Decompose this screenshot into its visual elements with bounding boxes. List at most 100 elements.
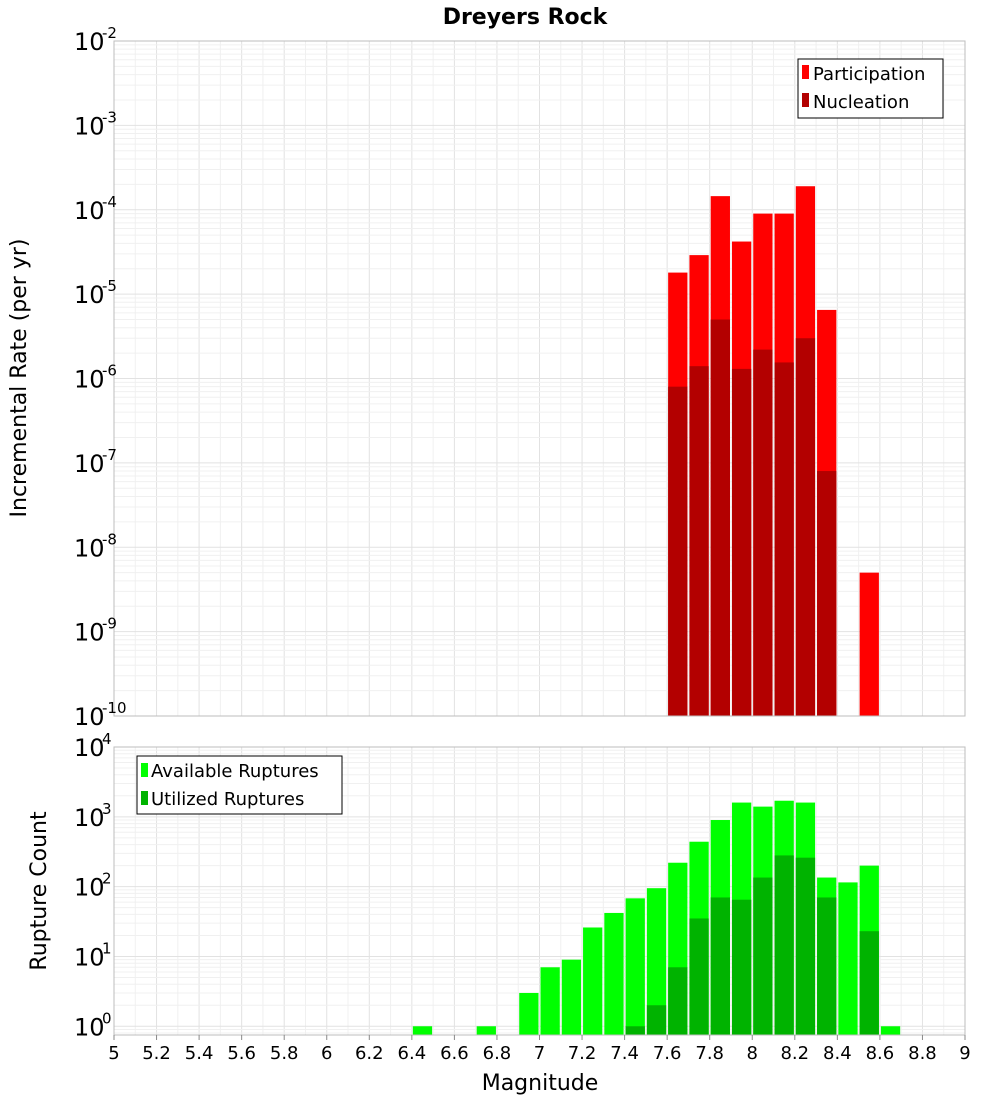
count-bar-utilized-ruptures <box>710 897 730 1035</box>
count-bar-available-ruptures <box>476 1026 496 1035</box>
rate-y-tick-exponent: -2 <box>102 24 117 42</box>
legend-swatch-available <box>141 763 148 777</box>
count-y-tick-label: 10 <box>74 804 105 832</box>
count-y-tick-exponent: 4 <box>102 730 112 748</box>
rate-bar-nucleation <box>753 349 773 716</box>
rate-y-tick-exponent: -3 <box>102 108 117 126</box>
rate-y-tick-exponent: -7 <box>102 446 117 464</box>
rate-y-tick-label: 10 <box>74 112 105 140</box>
legend-label-participation: Participation <box>813 64 925 85</box>
count-y-tick-label: 10 <box>74 874 105 902</box>
rate-y-tick-label: 10 <box>74 450 105 478</box>
rate-y-axis-label: Incremental Rate (per yr) <box>7 239 32 518</box>
count-bars <box>412 800 901 1035</box>
rate-plot-frame <box>113 40 966 717</box>
x-tick-label: 5.8 <box>270 1043 299 1064</box>
rate-y-tick-label: 10 <box>74 197 105 225</box>
legend-label-available: Available Ruptures <box>151 761 319 782</box>
x-tick-label: 6 <box>321 1043 332 1064</box>
x-tick-label: 5.4 <box>185 1043 214 1064</box>
magnitude-x-ticks: 5 5.2 5.4 5.6 5.8 6 6.2 6.4 6.6 6.8 7 7.2 7.4 7.6 7.8 8… <box>108 1035 971 1064</box>
rate-y-tick-exponent: -6 <box>102 362 117 380</box>
legend-swatch-utilized <box>141 791 148 805</box>
count-bar-utilized-ruptures <box>625 1026 645 1035</box>
count-legend-box <box>136 755 343 815</box>
x-tick-label: 7.8 <box>695 1043 724 1064</box>
count-bar-available-ruptures <box>412 1026 433 1035</box>
count-bar-utilized-ruptures <box>859 931 879 1035</box>
rate-y-tick-exponent: -5 <box>102 277 117 295</box>
count-y-tick-label: 10 <box>74 734 105 762</box>
count-bar-available-ruptures <box>583 927 603 1035</box>
count-bar-utilized-ruptures <box>817 897 837 1035</box>
x-tick-label: 8 <box>747 1043 758 1064</box>
count-bar-available-ruptures <box>625 898 645 1035</box>
x-tick-label: 9 <box>959 1043 970 1064</box>
x-tick-label: 8.2 <box>780 1043 809 1064</box>
count-bar-utilized-ruptures <box>795 857 816 1035</box>
rate-bar-nucleation <box>795 338 816 716</box>
rate-bars <box>668 186 879 717</box>
chart-title: Dreyers Rock <box>443 5 609 30</box>
rate-legend: Participation Nucleation <box>797 58 944 119</box>
count-y-tick-exponent: 2 <box>102 870 112 888</box>
x-tick-label: 8.8 <box>908 1043 937 1064</box>
count-y-tick-label: 10 <box>74 1013 105 1041</box>
x-tick-label: 5.2 <box>142 1043 171 1064</box>
x-axis-label: Magnitude <box>482 1071 599 1096</box>
x-tick-label: 7.6 <box>653 1043 682 1064</box>
rate-y-tick-label: 10 <box>74 281 105 309</box>
x-tick-label: 6.4 <box>398 1043 427 1064</box>
rate-legend-box <box>797 58 944 119</box>
rate-y-tick-label: 10 <box>74 534 105 562</box>
count-bar-available-ruptures <box>519 992 539 1035</box>
x-tick-label: 5.6 <box>227 1043 256 1064</box>
rate-bar-nucleation <box>689 366 709 716</box>
count-y-tick-exponent: 1 <box>102 939 112 957</box>
rate-y-tick-exponent: -4 <box>102 193 117 211</box>
x-tick-label: 7 <box>534 1043 545 1064</box>
count-bar-utilized-ruptures <box>646 1005 667 1035</box>
rate-y-tick-exponent: -9 <box>102 615 117 633</box>
x-tick-label: 7.4 <box>610 1043 639 1064</box>
rate-y-tick-label: 10 <box>74 366 105 394</box>
count-bar-available-ruptures <box>646 888 667 1035</box>
legend-label-nucleation: Nucleation <box>813 92 909 113</box>
x-tick-label: 7.2 <box>568 1043 597 1064</box>
rate-bar-participation <box>859 572 879 716</box>
x-tick-label: 5 <box>108 1043 119 1064</box>
legend-swatch-nucleation <box>802 93 809 107</box>
rate-bar-nucleation <box>710 319 730 716</box>
rate-bar-nucleation <box>731 368 752 716</box>
rate-y-tick-label: 10 <box>74 619 105 647</box>
x-tick-label: 6.6 <box>440 1043 469 1064</box>
count-bar-utilized-ruptures <box>774 855 794 1035</box>
rate-grid <box>113 40 966 717</box>
x-tick-label: 8.6 <box>866 1043 895 1064</box>
legend-swatch-participation <box>802 65 809 79</box>
count-bar-available-ruptures <box>561 959 582 1035</box>
count-bar-available-ruptures <box>838 882 858 1035</box>
rate-y-tick-label: 10 <box>74 703 105 731</box>
rate-bar-nucleation <box>774 362 794 716</box>
count-bar-available-ruptures <box>604 912 624 1035</box>
count-bar-utilized-ruptures <box>668 967 688 1035</box>
legend-label-utilized: Utilized Ruptures <box>151 789 304 810</box>
rate-bar-nucleation <box>817 471 837 716</box>
count-bar-available-ruptures <box>880 1026 901 1035</box>
count-legend: Available Ruptures Utilized Ruptures <box>136 755 343 815</box>
count-bar-available-ruptures <box>540 967 560 1035</box>
count-y-tick-label: 10 <box>74 943 105 971</box>
x-tick-label: 8.4 <box>823 1043 852 1064</box>
count-bar-utilized-ruptures <box>731 899 752 1035</box>
rate-y-tick-exponent: -10 <box>102 699 127 717</box>
rate-bar-nucleation <box>668 386 688 716</box>
rate-y-tick-label: 10 <box>74 28 105 56</box>
count-bar-utilized-ruptures <box>753 877 773 1035</box>
count-bar-utilized-ruptures <box>689 918 709 1035</box>
